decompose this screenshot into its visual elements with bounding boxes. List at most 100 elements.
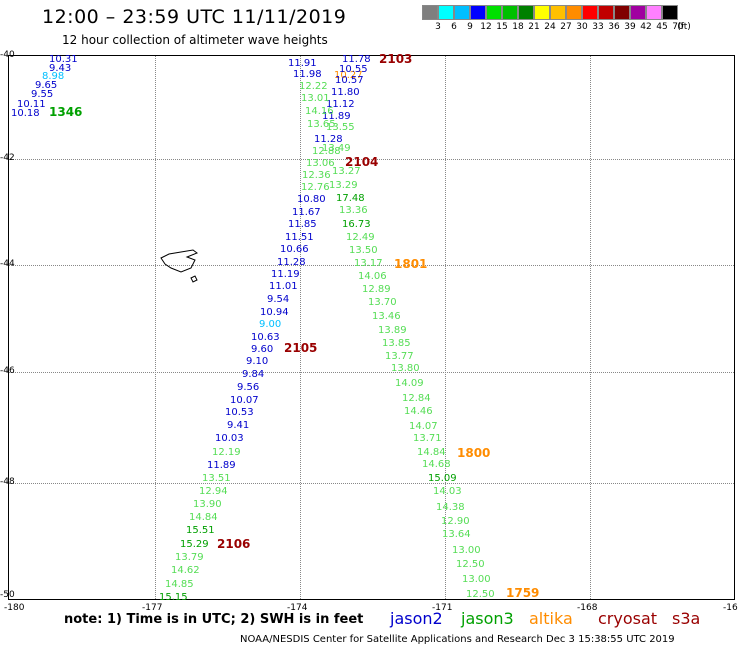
wave-height-value: 13.85 (382, 338, 411, 349)
wave-height-value: 11.80 (331, 87, 360, 98)
color-legend: 3 6 9 12 15 18 21 24 27 30 33 36 39 42 45 70 (ft) (422, 5, 691, 34)
wave-height-value: 10.11 (17, 99, 46, 110)
legend-tick-label: 9 (467, 22, 473, 32)
wave-height-value: 13.70 (368, 297, 397, 308)
lon-axis-label: -168 (577, 603, 598, 613)
legend-tick-label: 27 (560, 22, 572, 32)
wave-height-value: 12.50 (466, 589, 495, 600)
wave-height-value: 12.88 (312, 146, 341, 157)
wave-height-value: 14.06 (358, 271, 387, 282)
wave-height-value: 10.66 (280, 244, 309, 255)
map-title: 12:00 – 23:59 UTC 11/11/2019 (42, 6, 347, 28)
grid-line (155, 56, 156, 599)
wave-height-value: 9.41 (227, 420, 250, 431)
legend-tick-label: 21 (528, 22, 540, 32)
satellite-legend-altika: altika (529, 609, 573, 628)
lon-axis-label: -177 (142, 603, 163, 613)
grid-line (9, 372, 734, 373)
wave-height-value: 14.62 (171, 565, 200, 576)
wave-height-value: 11.67 (292, 207, 321, 218)
wave-height-value: 9.84 (242, 369, 265, 380)
wave-height-value: 11.78 (342, 54, 371, 65)
wave-height-value: 13.01 (301, 93, 330, 104)
pass-time-label: 1801 (394, 257, 428, 271)
wave-height-value: 10.27 (334, 70, 363, 81)
lat-axis-label: -42 (0, 153, 15, 163)
wave-height-value: 17.48 (336, 193, 365, 204)
legend-swatch (630, 5, 646, 20)
legend-tick-label: 6 (451, 22, 457, 32)
wave-height-value: 9.54 (267, 294, 290, 305)
wave-height-value: 11.85 (288, 219, 317, 230)
wave-height-value: 13.00 (452, 545, 481, 556)
wave-height-value: 14.38 (436, 502, 465, 513)
wave-height-value: 10.18 (11, 108, 40, 119)
grid-line (9, 483, 734, 484)
wave-height-value: 10.63 (251, 332, 280, 343)
wave-height-value: 9.43 (49, 63, 72, 74)
legend-tick-label: 3 (435, 22, 441, 32)
wave-height-value: 13.06 (306, 158, 335, 169)
wave-height-value: 12.90 (441, 516, 470, 527)
footer-credit: NOAA/NESDIS Center for Satellite Applica… (240, 634, 675, 645)
wave-height-value: 13.50 (349, 245, 378, 256)
wave-height-value: 11.28 (277, 257, 306, 268)
legend-tick-label: 24 (544, 22, 556, 32)
legend-ticks: 3 6 9 12 15 18 21 24 27 30 33 36 39 42 45 70 (ft) (422, 20, 691, 34)
wave-height-value: 13.46 (372, 311, 401, 322)
wave-height-value: 9.00 (259, 319, 282, 330)
legend-tick-label: 33 (592, 22, 604, 32)
wave-height-value: 10.80 (297, 194, 326, 205)
wave-height-value: 13.65 (307, 119, 336, 130)
map-subtitle: 12 hour collection of altimeter wave hei… (62, 33, 328, 47)
legend-swatch (614, 5, 630, 20)
wave-height-value: 8.98 (42, 71, 65, 82)
legend-swatch (566, 5, 582, 20)
legend-swatch (550, 5, 566, 20)
grid-line (300, 56, 301, 599)
wave-height-value: 12.94 (199, 486, 228, 497)
legend-swatches (422, 5, 678, 20)
wave-height-value: 10.55 (339, 64, 368, 75)
wave-height-value: 13.90 (193, 499, 222, 510)
legend-tick-label: 30 (576, 22, 588, 32)
wave-height-value: 14.16 (305, 106, 334, 117)
lon-axis-label: -171 (432, 603, 453, 613)
wave-height-value: 11.51 (285, 232, 314, 243)
legend-swatch (422, 5, 438, 20)
wave-height-value: 15.15 (159, 592, 188, 603)
wave-height-value: 12.76 (301, 182, 330, 193)
wave-height-value: 14.09 (395, 378, 424, 389)
wave-height-value: 13.17 (354, 258, 383, 269)
pass-time-label: 1346 (49, 105, 83, 119)
wave-height-value: 11.91 (288, 58, 317, 69)
lat-axis-label: -44 (0, 259, 15, 269)
lat-axis-label: -50 (0, 590, 15, 600)
wave-height-value: 13.55 (326, 122, 355, 133)
lon-axis-label: -180 (4, 603, 25, 613)
lon-axis-label: -174 (287, 603, 308, 613)
wave-height-value: 14.03 (433, 486, 462, 497)
wave-height-value: 13.77 (385, 351, 414, 362)
pass-time-label: 2105 (284, 341, 318, 355)
wave-height-value: 14.85 (165, 579, 194, 590)
legend-tick-label: 45 (656, 22, 668, 32)
legend-swatch (502, 5, 518, 20)
wave-height-value: 12.22 (299, 81, 328, 92)
wave-height-value: 13.80 (391, 363, 420, 374)
wave-height-value: 11.28 (314, 134, 343, 145)
legend-swatch (534, 5, 550, 20)
wave-height-value: 13.64 (442, 529, 471, 540)
legend-swatch (582, 5, 598, 20)
wave-height-value: 13.49 (322, 143, 351, 154)
wave-height-value: 12.49 (346, 232, 375, 243)
wave-height-value: 12.19 (212, 447, 241, 458)
wave-height-value: 13.00 (462, 574, 491, 585)
wave-height-value: 10.03 (215, 433, 244, 444)
legend-tick-label: 39 (624, 22, 636, 32)
wave-height-value: 15.09 (428, 473, 457, 484)
wave-height-value: 14.07 (409, 421, 438, 432)
legend-swatch (662, 5, 678, 20)
wave-height-value: 13.71 (413, 433, 442, 444)
legend-tick-label: 12 (480, 22, 492, 32)
